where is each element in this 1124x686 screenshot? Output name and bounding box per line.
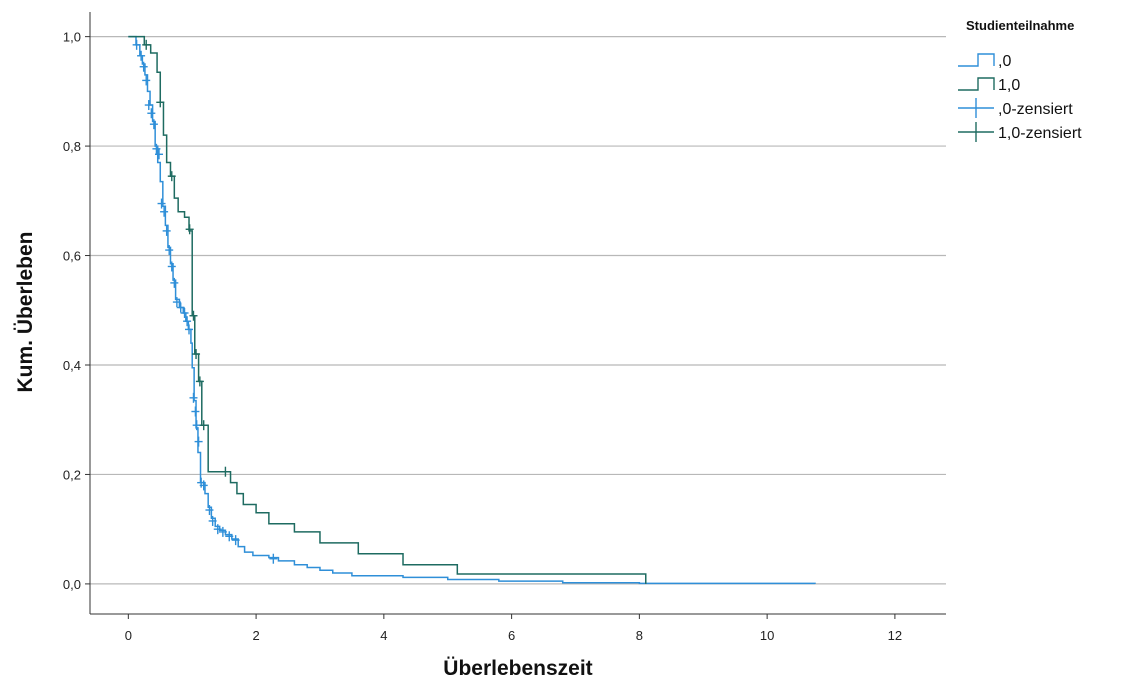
censor-mark-group-1 bbox=[221, 466, 230, 477]
censor-mark-group-1 bbox=[185, 224, 194, 235]
legend-censor-group-0-label: ,0-zensiert bbox=[998, 101, 1073, 118]
gridlines bbox=[90, 36, 946, 585]
tick-labels: 0 2 4 6 8 10 12 0,0 0,2 0,4 0,6 0,8 1,0 bbox=[63, 30, 902, 643]
legend-step-group-0-label: ,0 bbox=[998, 53, 1011, 70]
legend-censor-group-1-label: 1,0-zensiert bbox=[998, 125, 1082, 142]
legend-item: 1,0-zensiert bbox=[958, 122, 1082, 142]
censor-mark-group-0 bbox=[162, 225, 171, 236]
censor-marks bbox=[132, 39, 278, 564]
x-axis-title: Überlebenszeit bbox=[443, 657, 592, 680]
censor-mark-group-0 bbox=[183, 316, 192, 327]
censor-mark-group-1 bbox=[142, 39, 151, 50]
legend-step-group-1-label: 1,0 bbox=[998, 77, 1020, 94]
censor-mark-group-1 bbox=[192, 349, 201, 360]
censor-mark-group-0 bbox=[139, 61, 148, 72]
censor-mark-group-1 bbox=[195, 376, 204, 387]
censor-mark-group-0 bbox=[160, 206, 169, 217]
censor-mark-group-1 bbox=[167, 171, 176, 182]
y-tick-label: 0,6 bbox=[63, 249, 81, 264]
x-tick-label: 2 bbox=[252, 628, 259, 643]
censor-mark-group-0 bbox=[144, 100, 153, 111]
legend-step-group-0-symbol bbox=[958, 53, 995, 67]
censor-mark-group-0 bbox=[231, 535, 240, 546]
censor-mark-group-0 bbox=[157, 198, 166, 209]
survival-curves bbox=[128, 35, 816, 585]
legend-item: ,0-zensiert bbox=[958, 98, 1073, 118]
censor-mark-group-0 bbox=[165, 245, 174, 256]
legend-censor-group-0-symbol bbox=[958, 98, 994, 118]
y-tick-label: 0,0 bbox=[63, 577, 81, 592]
legend-step-group-1-symbol bbox=[958, 77, 995, 91]
censor-mark-group-0 bbox=[167, 261, 176, 272]
survival-curve-group-0 bbox=[128, 35, 816, 585]
censor-mark-group-0 bbox=[132, 39, 141, 50]
y-tick-label: 0,2 bbox=[63, 467, 81, 482]
censor-mark-group-0 bbox=[142, 75, 151, 86]
censor-mark-group-0 bbox=[205, 505, 214, 516]
censor-mark-group-0 bbox=[199, 480, 208, 491]
y-tick-label: 0,8 bbox=[63, 139, 81, 154]
censor-mark-group-0 bbox=[194, 436, 203, 447]
censor-mark-group-0 bbox=[218, 526, 227, 537]
survival-curve-group-1 bbox=[128, 35, 647, 584]
axes bbox=[89, 12, 946, 615]
censor-mark-group-0 bbox=[176, 302, 185, 313]
censor-mark-group-1 bbox=[156, 97, 165, 108]
censor-mark-group-0 bbox=[172, 297, 181, 308]
x-tick-label: 0 bbox=[125, 628, 132, 643]
censor-mark-group-1 bbox=[199, 420, 208, 431]
censor-mark-group-0 bbox=[208, 515, 217, 526]
censor-mark-group-0 bbox=[154, 149, 163, 160]
y-tick-label: 0,4 bbox=[63, 358, 81, 373]
legend-censor-group-1-symbol bbox=[958, 122, 994, 142]
censor-mark-group-0 bbox=[269, 553, 278, 564]
censor-mark-group-0 bbox=[213, 524, 222, 535]
x-tick-label: 10 bbox=[760, 628, 774, 643]
x-tick-label: 8 bbox=[636, 628, 643, 643]
x-tick-label: 12 bbox=[888, 628, 902, 643]
legend-item: ,0 bbox=[958, 53, 1011, 70]
censor-mark-group-0 bbox=[147, 108, 156, 119]
censor-mark-group-0 bbox=[191, 406, 200, 417]
censor-mark-group-0 bbox=[185, 324, 194, 335]
censor-mark-group-0 bbox=[192, 420, 201, 431]
censor-mark-group-0 bbox=[170, 277, 179, 288]
legend: Studienteilnahme ,0 1,0 ,0-zensiert 1,0-zen… bbox=[958, 18, 1082, 142]
y-tick-label: 1,0 bbox=[63, 30, 81, 45]
censor-mark-group-0 bbox=[149, 119, 158, 130]
x-tick-label: 4 bbox=[380, 628, 387, 643]
x-tick-label: 6 bbox=[508, 628, 515, 643]
censor-mark-group-0 bbox=[180, 308, 189, 318]
legend-title: Studienteilnahme bbox=[966, 18, 1074, 33]
legend-item: 1,0 bbox=[958, 77, 1020, 94]
censor-mark-group-1 bbox=[189, 310, 198, 321]
y-axis-title: Kum. Überleben bbox=[14, 231, 37, 392]
censor-mark-group-0 bbox=[152, 143, 161, 154]
censor-mark-group-0 bbox=[189, 392, 198, 403]
censor-mark-group-0 bbox=[137, 50, 146, 61]
censor-mark-group-0 bbox=[225, 531, 234, 542]
